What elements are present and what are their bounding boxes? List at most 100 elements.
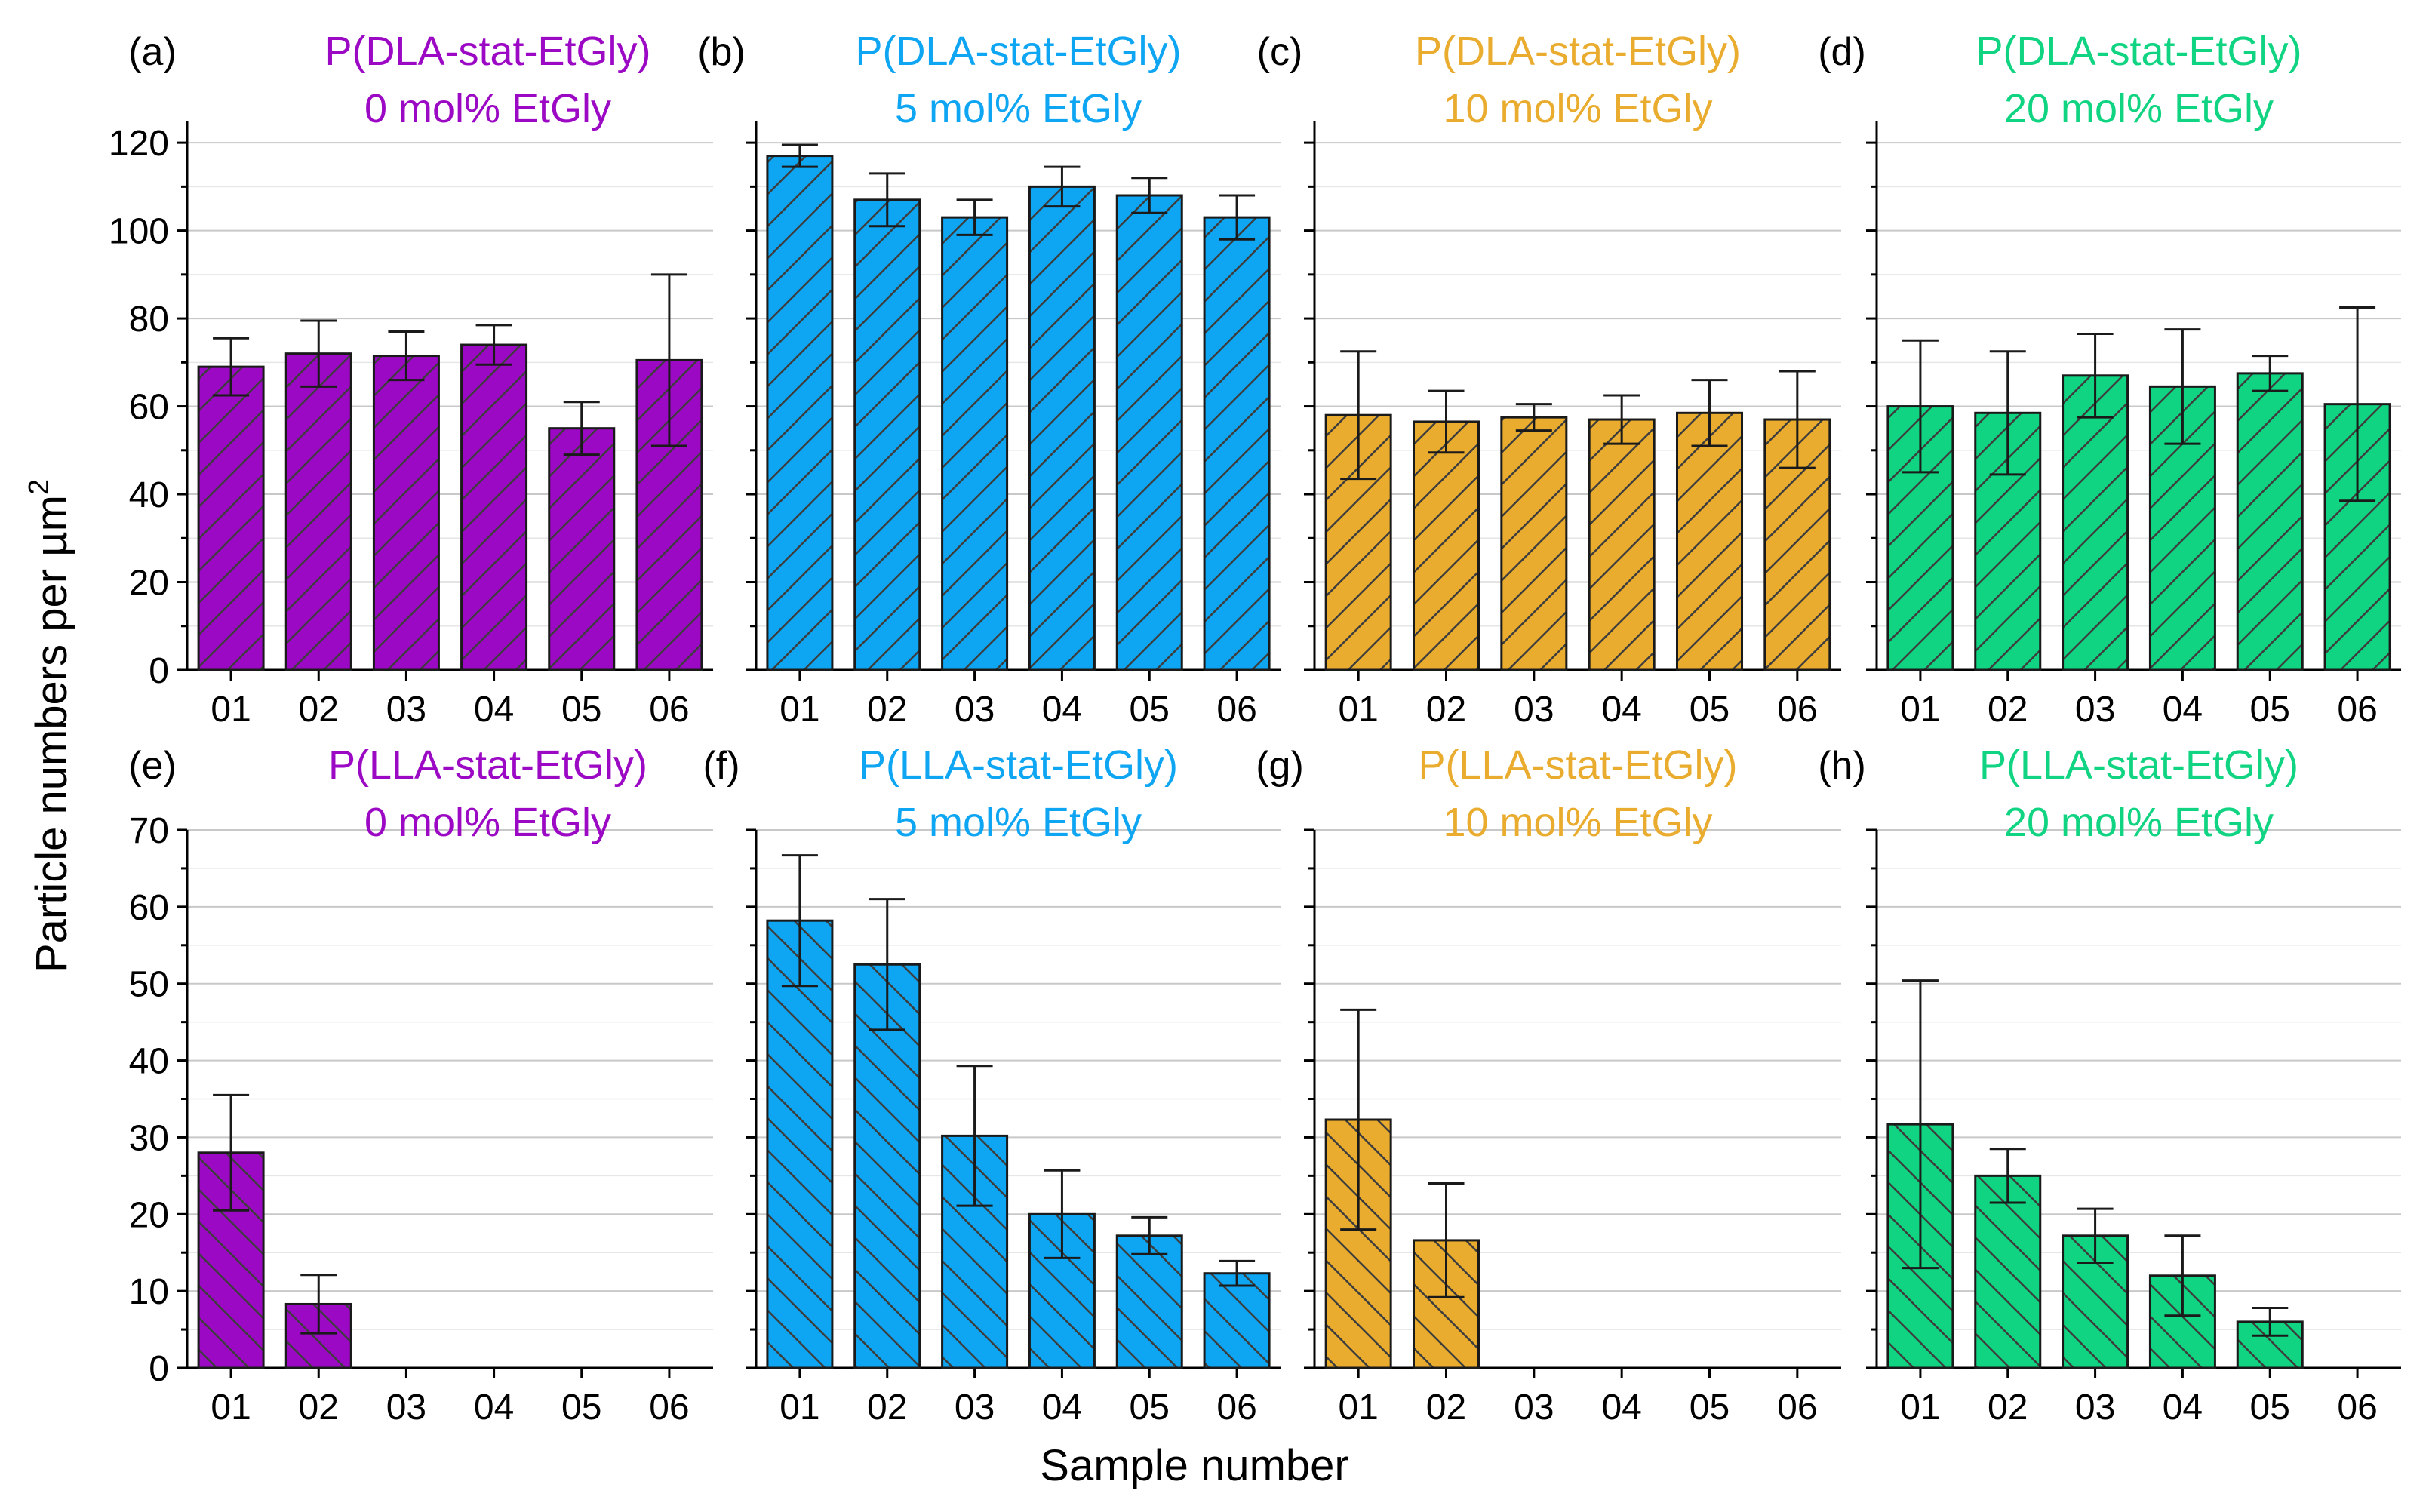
x-tick-label: 01	[1338, 690, 1378, 730]
panel-subtitle: 10 mol% EtGly	[1443, 86, 1712, 131]
x-tick-label: 01	[1900, 1388, 1940, 1427]
bar	[284, 352, 352, 671]
x-tick-label: 01	[211, 690, 251, 730]
panel-d: 01 02 03 04 05 06 (d) P(DLA-stat-EtGly) 20 mol% …	[1818, 29, 2401, 730]
x-tick-label: 03	[1514, 690, 1554, 730]
x-tick-label: 04	[1042, 690, 1082, 730]
panel-subtitle: 5 mol% EtGly	[895, 86, 1142, 131]
panel-label: (e)	[128, 744, 177, 788]
x-tick-label: 05	[561, 690, 601, 730]
y-tick-label: 50	[129, 965, 169, 1005]
x-tick-label: 05	[2250, 690, 2290, 730]
x-tick-label: 06	[649, 1388, 689, 1427]
x-tick-label: 04	[1601, 690, 1641, 730]
bar	[941, 216, 1009, 671]
x-tick-label: 04	[474, 1388, 514, 1427]
bar	[766, 155, 834, 671]
y-axis-label-superscript: 2	[23, 479, 55, 495]
y-tick-label: 70	[129, 811, 169, 851]
x-tick-label: 01	[779, 690, 819, 730]
bar	[2062, 374, 2129, 671]
x-tick-label: 03	[386, 1388, 426, 1427]
panel-f: 01 02 03 04 05 06 (f) P(LLA-stat-EtGly) 5 mol% E…	[703, 742, 1281, 1427]
x-tick-label: 04	[2163, 690, 2203, 730]
x-tick-label: 01	[211, 1388, 251, 1427]
panel-subtitle: 0 mol% EtGly	[364, 800, 611, 845]
y-tick-label: 80	[129, 300, 169, 340]
y-tick-label: 0	[149, 1349, 169, 1389]
panel-subtitle: 20 mol% EtGly	[2004, 86, 2274, 131]
panel-g: 01 02 03 04 05 06 (g) P(LLA-stat-EtGly) 10 mol% …	[1256, 742, 1841, 1427]
x-tick-label: 02	[1988, 1388, 2028, 1427]
bar	[1115, 194, 1183, 671]
panel-title: P(DLA-stat-EtGly)	[855, 29, 1181, 74]
x-tick-label: 01	[1900, 690, 1940, 730]
x-tick-label: 06	[1777, 690, 1817, 730]
bar	[1500, 416, 1568, 671]
bar	[372, 355, 440, 671]
y-tick-label: 10	[129, 1272, 169, 1312]
y-tick-label: 100	[109, 212, 169, 252]
panel-label: (g)	[1256, 744, 1304, 788]
bar	[2148, 1274, 2216, 1369]
x-tick-label: 06	[1216, 690, 1256, 730]
y-tick-label: 60	[129, 388, 169, 428]
panel-subtitle: 0 mol% EtGly	[364, 86, 611, 131]
x-tick-label: 04	[2163, 1388, 2203, 1427]
y-axis-label: Particle numbers per µm2	[23, 479, 76, 973]
x-tick-label: 05	[1690, 1388, 1730, 1427]
panel-title: P(LLA-stat-EtGly)	[328, 742, 647, 788]
x-tick-label: 03	[2075, 690, 2115, 730]
x-tick-label: 02	[1426, 1388, 1466, 1427]
x-tick-label: 03	[955, 690, 995, 730]
panel-label: (d)	[1818, 30, 1866, 74]
y-tick-label: 120	[109, 124, 169, 164]
x-tick-label: 05	[2250, 1388, 2290, 1427]
y-axis-label-text: Particle numbers per µm	[27, 495, 76, 973]
panel-title: P(DLA-stat-EtGly)	[1415, 29, 1741, 74]
bar	[1203, 216, 1271, 671]
bar	[1028, 185, 1096, 671]
x-axis-label: Sample number	[1040, 1441, 1348, 1490]
panel-h: 01 02 03 04 05 06 (h) P(LLA-stat-EtGly) 20 mol% …	[1818, 742, 2401, 1427]
bar	[2236, 372, 2304, 671]
panel-subtitle: 5 mol% EtGly	[895, 800, 1142, 845]
panel-title: P(LLA-stat-EtGly)	[859, 742, 1178, 788]
panel-label: (b)	[697, 30, 746, 74]
x-tick-label: 02	[1426, 690, 1466, 730]
x-tick-label: 05	[1130, 1388, 1170, 1427]
bar	[766, 919, 834, 1369]
x-tick-label: 04	[1042, 1388, 1082, 1427]
panel-e: 0 10 20 30 40 50 60 70 01 02 03 04 05 06 (e) P(LLA-stat…	[128, 742, 713, 1427]
panel-label: (h)	[1818, 744, 1866, 788]
x-tick-label: 01	[779, 1388, 819, 1427]
bar	[197, 365, 265, 671]
x-tick-label: 02	[299, 690, 339, 730]
x-tick-label: 05	[1130, 690, 1170, 730]
y-tick-label: 40	[129, 1042, 169, 1082]
x-tick-label: 02	[1988, 690, 2028, 730]
y-tick-label: 60	[129, 888, 169, 928]
panel-title: P(DLA-stat-EtGly)	[324, 29, 650, 74]
bar	[1115, 1234, 1183, 1369]
panel-subtitle: 20 mol% EtGly	[2004, 800, 2274, 845]
bar	[460, 343, 528, 671]
y-tick-label: 20	[129, 564, 169, 604]
x-tick-label: 02	[867, 1388, 907, 1427]
bar	[1203, 1272, 1271, 1369]
panel-title: P(LLA-stat-EtGly)	[1418, 742, 1737, 788]
y-tick-label: 0	[149, 651, 169, 691]
panel-title: P(LLA-stat-EtGly)	[1979, 742, 2298, 788]
panel-title: P(DLA-stat-EtGly)	[1975, 29, 2301, 74]
x-tick-label: 04	[474, 690, 514, 730]
bar	[1974, 1174, 2042, 1369]
panel-c: 01 02 03 04 05 06 (c) P(DLA-stat-EtGly) 10 mol% …	[1257, 29, 1841, 730]
bar	[1588, 418, 1656, 671]
x-tick-label: 06	[1777, 1388, 1817, 1427]
x-tick-label: 02	[867, 690, 907, 730]
x-tick-label: 05	[561, 1388, 601, 1427]
panel-label: (f)	[703, 744, 739, 788]
y-tick-label: 30	[129, 1118, 169, 1158]
bar	[1676, 411, 1743, 671]
x-tick-label: 03	[1514, 1388, 1554, 1427]
